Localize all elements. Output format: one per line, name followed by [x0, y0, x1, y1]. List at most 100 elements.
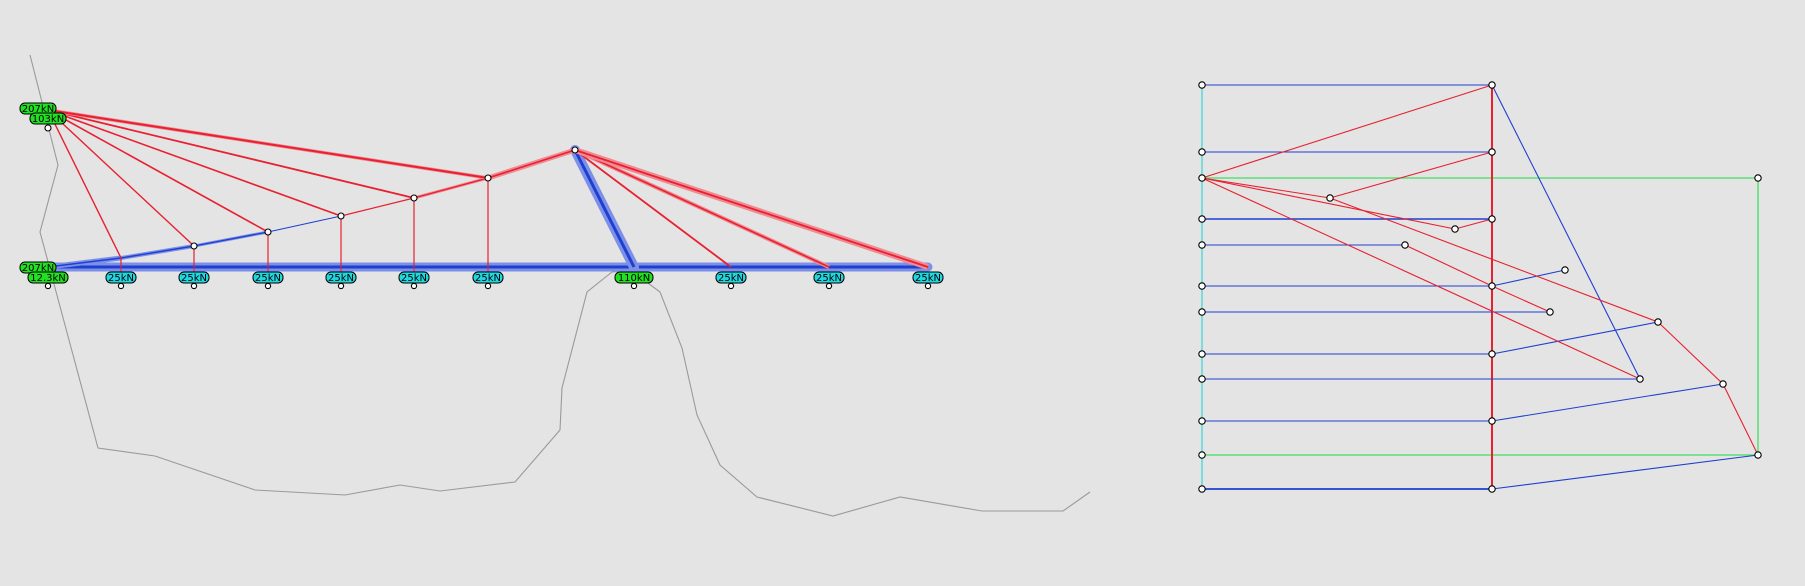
- force-nodes: [1198, 81, 1762, 493]
- force-slanted-rays: [1491, 84, 1759, 490]
- force-node-13: [1198, 282, 1206, 290]
- anchor-cable-2: [47, 109, 195, 247]
- force-node-16: [1546, 308, 1554, 316]
- force-labels: 207kN 103kN 207kN 12.3kN 25kN 25kN 25kN …: [19, 102, 944, 284]
- force-node-23: [1198, 417, 1206, 425]
- pylon-cable-2: [574, 149, 830, 268]
- deck-load-label-4: 25kN: [328, 273, 354, 284]
- node-anchor: [44, 124, 52, 132]
- compression-chord-4: [267, 215, 342, 233]
- node-deck-9: [924, 282, 932, 290]
- force-slant-3: [1491, 321, 1659, 355]
- deck-load-label-7-bg: [715, 271, 747, 284]
- force-tension-10: [1404, 244, 1493, 287]
- node-deck-2: [190, 282, 198, 290]
- force-node-17: [1654, 318, 1662, 326]
- force-node-5: [1754, 174, 1762, 182]
- force-node-12: [1561, 266, 1569, 274]
- force-slant-5: [1491, 454, 1759, 490]
- support-top-label-1: 207kN: [22, 104, 54, 115]
- deck-load-label-4-bg: [325, 271, 357, 284]
- force-node-6: [1326, 194, 1334, 202]
- force-node-1: [1198, 81, 1206, 89]
- node-deck-8: [825, 282, 833, 290]
- node-arch-3: [337, 212, 345, 220]
- force-node-25: [1198, 451, 1206, 459]
- force-node-18: [1198, 350, 1206, 358]
- pylon-cable-1: [574, 149, 732, 268]
- anchor-cable-4: [47, 109, 342, 217]
- deck-load-label-2-bg: [178, 271, 210, 284]
- deck-load-label-5: 25kN: [401, 273, 427, 284]
- deck-load-label-1: 25kN: [108, 273, 134, 284]
- force-node-4: [1488, 148, 1496, 156]
- force-node-3: [1198, 148, 1206, 156]
- support-bottom-label-2-bg: [27, 271, 69, 284]
- force-node-9: [1451, 225, 1459, 233]
- force-node-11: [1401, 241, 1409, 249]
- node-deck-5: [410, 282, 418, 290]
- force-compression-rays: [1202, 84, 1640, 490]
- tension-chord-2: [413, 177, 489, 199]
- support-top-label-2-bg: [29, 112, 67, 125]
- force-tension-2: [1201, 177, 1331, 199]
- terrain-profile: [29, 54, 1091, 517]
- force-node-8: [1488, 215, 1496, 223]
- force-node-24: [1488, 417, 1496, 425]
- force-node-2: [1488, 81, 1496, 89]
- node-pylon-top: [571, 146, 579, 154]
- node-arch-1: [190, 242, 198, 250]
- deck-load-label-6-bg: [472, 271, 504, 284]
- force-tension-9: [1722, 383, 1759, 456]
- deck-load-label-9: 25kN: [915, 273, 941, 284]
- node-arch-5: [484, 174, 492, 182]
- tension-chord-3: [487, 149, 576, 179]
- force-slant-2: [1491, 269, 1566, 287]
- node-arch-4: [410, 194, 418, 202]
- pylon-cable-3: [574, 149, 929, 268]
- deck-load-label-8: 25kN: [816, 273, 842, 284]
- force-slant-4: [1491, 383, 1724, 422]
- deck-load-label-2: 25kN: [181, 273, 207, 284]
- force-node-20: [1198, 375, 1206, 383]
- node-arch-2: [264, 228, 272, 236]
- anchor-cable-5: [47, 109, 415, 199]
- support-top-label-2: 103kN: [32, 114, 64, 125]
- force-node-26: [1754, 451, 1762, 459]
- anchor-cable-3: [47, 109, 269, 233]
- node-deck-6: [484, 282, 492, 290]
- force-slant-1: [1491, 84, 1641, 380]
- compression-chord-2-core: [120, 245, 195, 259]
- node-deck-4: [337, 282, 345, 290]
- node-pier: [630, 282, 638, 290]
- force-node-22: [1719, 380, 1727, 388]
- structure-nodes: [44, 124, 932, 290]
- force-node-19: [1488, 350, 1496, 358]
- node-left-support: [44, 282, 52, 290]
- force-tension-7: [1329, 197, 1659, 323]
- force-diagram: [1198, 81, 1762, 493]
- force-node-pole: [1198, 174, 1206, 182]
- force-node-27: [1198, 485, 1206, 493]
- force-tension-6: [1201, 177, 1641, 380]
- force-node-14: [1488, 282, 1496, 290]
- force-node-21: [1636, 375, 1644, 383]
- force-tension-8: [1657, 321, 1724, 385]
- force-tension-5: [1454, 218, 1493, 230]
- deck-load-label-6: 25kN: [475, 273, 501, 284]
- anchor-cable-1: [47, 109, 122, 259]
- node-deck-1: [117, 282, 125, 290]
- force-node-28: [1488, 485, 1496, 493]
- anchor-cable-6: [47, 109, 489, 179]
- compression-chord-1-core: [47, 257, 122, 268]
- force-tension-11: [1491, 285, 1551, 313]
- support-bottom-label-1: 207kN: [22, 263, 54, 274]
- tension-chord-1: [340, 197, 415, 217]
- force-tension-rays: [1201, 84, 1759, 456]
- node-deck-3: [264, 282, 272, 290]
- support-bottom-label-2: 12.3kN: [30, 273, 66, 284]
- force-tension-4: [1201, 177, 1456, 230]
- pylon-strut: [573, 149, 636, 268]
- pier-label: 110kN: [618, 273, 650, 284]
- force-tension-1: [1201, 84, 1493, 179]
